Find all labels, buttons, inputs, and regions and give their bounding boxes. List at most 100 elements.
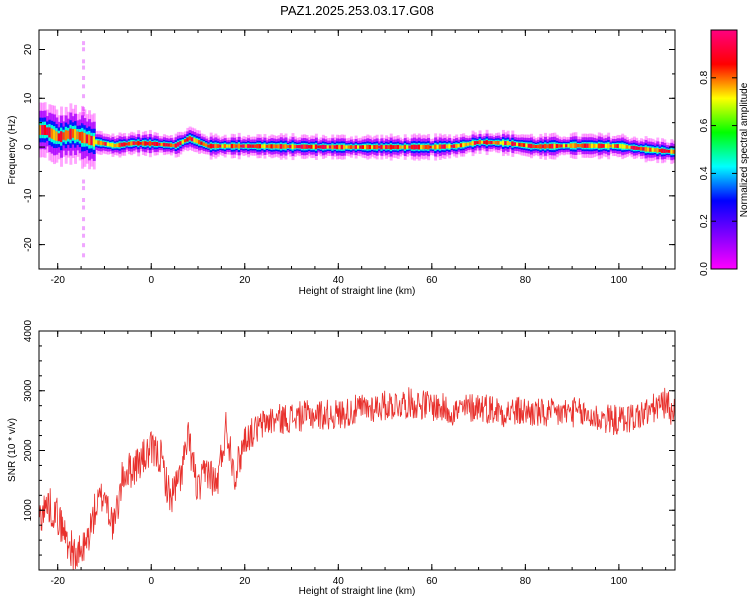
heat-cell bbox=[450, 144, 454, 148]
heat-cell bbox=[176, 142, 180, 147]
heat-speck bbox=[82, 94, 86, 99]
heat-cell bbox=[445, 144, 449, 149]
heat-cell bbox=[417, 144, 421, 150]
heat-cell bbox=[333, 145, 337, 149]
heat-cell bbox=[132, 141, 136, 146]
heat-cell bbox=[560, 144, 564, 148]
heat-cell bbox=[198, 140, 201, 145]
x-tick-label: 80 bbox=[520, 275, 532, 286]
heat-cell bbox=[139, 141, 143, 145]
heat-cell bbox=[60, 131, 63, 143]
heat-cell bbox=[670, 149, 674, 154]
heat-cell bbox=[403, 144, 407, 150]
heat-cell bbox=[317, 145, 321, 149]
y-tick-label: -20 bbox=[23, 237, 34, 252]
colorbar-tick-label: 0.2 bbox=[699, 214, 710, 228]
heat-cell bbox=[202, 142, 206, 146]
heat-cell bbox=[249, 144, 253, 148]
heat-cell bbox=[181, 140, 185, 144]
heat-cell bbox=[314, 144, 318, 150]
x-tick-label: 60 bbox=[426, 576, 438, 587]
heat-cell bbox=[607, 143, 611, 149]
y-tick-label: -10 bbox=[23, 188, 34, 203]
y-tick-label: 10 bbox=[23, 92, 34, 104]
heat-cell bbox=[261, 144, 265, 148]
heat-cell bbox=[457, 144, 461, 148]
x-tick-label: -20 bbox=[50, 576, 65, 587]
heat-cell bbox=[396, 144, 400, 150]
heat-cell bbox=[307, 145, 311, 149]
heat-cell bbox=[441, 144, 445, 149]
heat-speck bbox=[82, 120, 86, 125]
heat-cell bbox=[81, 131, 85, 143]
heat-cell bbox=[399, 145, 403, 149]
heat-cell bbox=[165, 143, 169, 147]
heat-cell bbox=[88, 134, 92, 146]
heat-cell bbox=[277, 144, 281, 149]
spectrogram-frame bbox=[38, 29, 676, 270]
heat-cell bbox=[534, 145, 538, 149]
heat-cell bbox=[616, 144, 620, 149]
heat-cell bbox=[574, 143, 578, 149]
snr-xlabel: Height of straight line (km) bbox=[299, 586, 416, 597]
colorbar-tick-label: 0.0 bbox=[699, 262, 710, 276]
heat-cell bbox=[478, 140, 482, 145]
heat-cell bbox=[268, 144, 272, 149]
heat-cell bbox=[109, 143, 113, 147]
heat-cell bbox=[637, 146, 641, 150]
heat-cell bbox=[532, 144, 536, 149]
heat-cell bbox=[368, 144, 372, 150]
heat-cell bbox=[618, 144, 622, 149]
heat-cell bbox=[485, 140, 489, 145]
heat-cell bbox=[148, 141, 152, 147]
heat-cell bbox=[595, 143, 599, 148]
heat-cell bbox=[230, 143, 234, 149]
heat-speck bbox=[82, 226, 86, 231]
colorbar: 0.0 0.2 0.4 0.6 0.8 Normalized spectral ampl… bbox=[699, 29, 750, 276]
heat-cell bbox=[642, 147, 646, 151]
heat-cell bbox=[649, 147, 653, 152]
heat-cell bbox=[354, 144, 358, 150]
heat-cell bbox=[326, 145, 330, 149]
heat-cell bbox=[123, 142, 127, 147]
y-tick-label: 2000 bbox=[23, 439, 34, 462]
heat-speck bbox=[82, 205, 86, 210]
colorbar-gradient bbox=[711, 30, 737, 269]
heat-cell bbox=[279, 144, 283, 149]
heat-speck bbox=[82, 41, 86, 46]
heat-cell bbox=[74, 129, 78, 140]
heat-cell bbox=[247, 144, 251, 149]
heat-cell bbox=[144, 141, 148, 146]
heat-cell bbox=[586, 143, 590, 148]
heat-speck bbox=[82, 47, 86, 52]
heat-cell bbox=[389, 144, 393, 150]
heat-cell bbox=[99, 140, 103, 146]
heat-speck bbox=[82, 65, 86, 70]
y-tick-label: 4000 bbox=[23, 319, 34, 342]
heat-cell bbox=[434, 144, 438, 150]
y-tick-label: 1000 bbox=[23, 499, 34, 522]
heat-cell bbox=[312, 144, 316, 149]
heat-cell bbox=[205, 143, 208, 147]
x-tick-label: 0 bbox=[148, 576, 154, 587]
heat-cell bbox=[167, 143, 171, 147]
heat-cell bbox=[92, 136, 96, 147]
x-tick-label: 20 bbox=[239, 576, 251, 587]
heat-cell bbox=[347, 145, 351, 149]
heat-cell bbox=[183, 139, 187, 143]
heat-cell bbox=[380, 144, 384, 150]
heat-speck bbox=[82, 233, 86, 238]
heat-cell bbox=[492, 141, 496, 145]
heat-cell bbox=[464, 142, 468, 147]
spectrogram-heat bbox=[39, 41, 675, 258]
heat-cell bbox=[55, 131, 59, 141]
heat-cell bbox=[319, 145, 323, 149]
heat-cell bbox=[50, 128, 54, 139]
heat-cell bbox=[195, 139, 199, 144]
heat-cell bbox=[658, 148, 662, 153]
heat-cell bbox=[427, 144, 431, 150]
heat-cell bbox=[483, 140, 487, 144]
heat-cell bbox=[371, 145, 374, 149]
heat-cell bbox=[527, 143, 531, 148]
heat-cell bbox=[665, 149, 669, 153]
